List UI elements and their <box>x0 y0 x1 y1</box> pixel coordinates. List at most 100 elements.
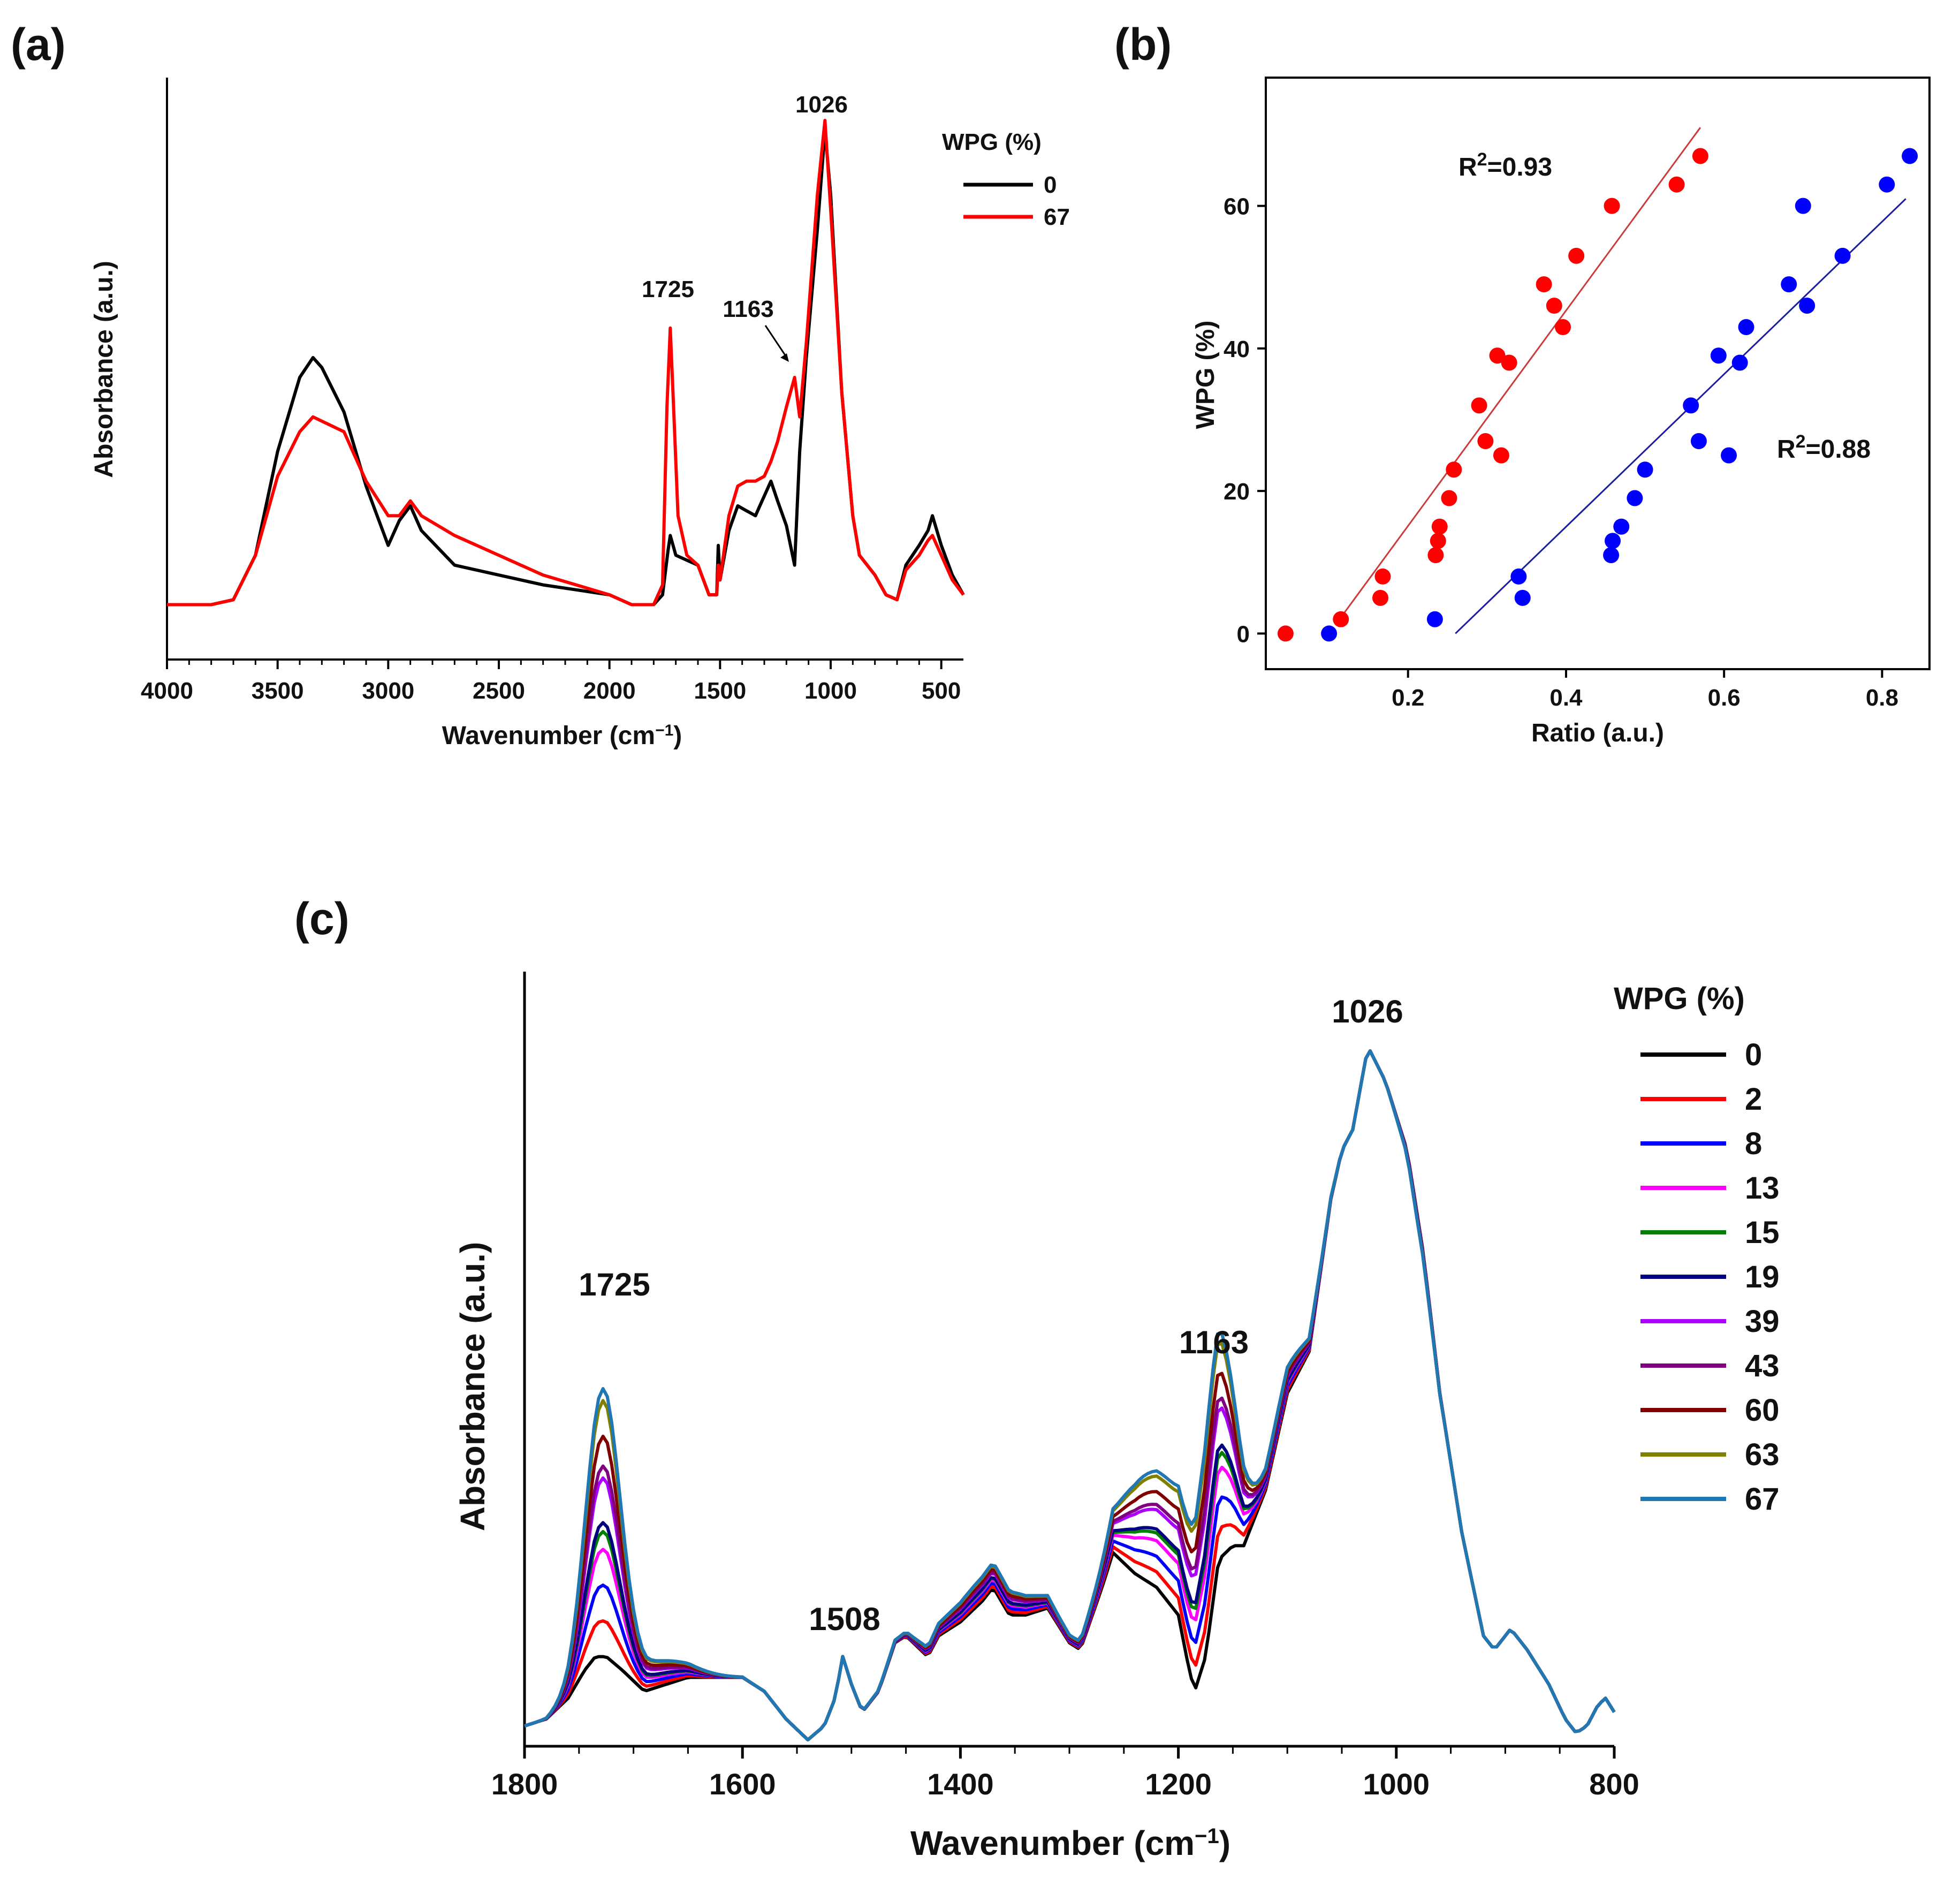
panel-a-series-line-67 <box>167 119 965 607</box>
panel-b-point-blue-20 <box>1902 148 1918 164</box>
panel-c-annotation-1508: 1508 <box>809 1601 880 1637</box>
panel-b-point-red-1 <box>1333 611 1349 627</box>
panel-c-legend: WPG (%) 0 2 8 13 15 19 39 43 60 63 67 <box>1614 981 1780 1517</box>
panel-c-x-tick-label-1400: 1400 <box>927 1767 994 1801</box>
panel-c-x-tick-label-1000: 1000 <box>1363 1767 1430 1801</box>
panel-c-y-label: Absorbance (a.u.) <box>453 1242 492 1532</box>
panel-b-fit-line-red <box>1336 127 1701 624</box>
panel-c-legend-label-15: 15 <box>1745 1215 1780 1250</box>
panel-a-x-ticks: 4000 3500 3000 2500 2000 1500 1000 500 <box>141 660 961 704</box>
panel-a-x-label-sup: −1 <box>655 722 673 739</box>
panel-b-point-blue-10 <box>1721 447 1737 464</box>
panel-b-point-blue-9 <box>1690 433 1707 449</box>
panel-c-legend-title: WPG (%) <box>1614 981 1745 1016</box>
panel-c-x-tick-label-1200: 1200 <box>1145 1767 1212 1801</box>
panel-b-r2-blue-value: =0.88 <box>1806 435 1871 464</box>
panel-c-legend-label-67: 67 <box>1745 1482 1780 1517</box>
panel-b-y-tick-label-0: 0 <box>1237 621 1250 647</box>
panel-b-point-red-13 <box>1501 354 1517 371</box>
panel-b-point-blue-11 <box>1683 397 1699 414</box>
panel-b-fit-line-blue <box>1455 198 1906 634</box>
panel-a-x-label-main: Wavenumber (cm <box>442 722 655 750</box>
panel-b-y-label: WPG (%) <box>1191 321 1220 429</box>
panel-c-legend-label-43: 43 <box>1745 1348 1780 1383</box>
panel-c-x-ticks: 1800 1600 1400 1200 1000 800 <box>491 1746 1639 1801</box>
panel-b-x-tick-label-0.6: 0.6 <box>1708 685 1741 711</box>
panel-b-point-red-7 <box>1441 490 1457 506</box>
panel-a-x-tick-label-1500: 1500 <box>694 678 746 704</box>
panel-b-point-blue-15 <box>1738 319 1754 335</box>
panel-b-point-red-0 <box>1277 625 1294 642</box>
panel-c-legend-label-19: 19 <box>1745 1260 1780 1294</box>
panel-b-calibration-scatter: (b) 0.2 0.4 0.6 0.8 0 20 40 60 WPG (%) Ratio (a… <box>1114 19 1931 747</box>
panel-b-point-blue-1 <box>1426 611 1443 627</box>
panel-b-point-red-11 <box>1471 397 1487 414</box>
panel-c-x-tick-label-1600: 1600 <box>709 1767 776 1801</box>
panel-a-x-tick-label-3500: 3500 <box>252 678 304 704</box>
panel-c-x-label-end: ) <box>1219 1824 1230 1862</box>
panel-c-legend-label-2: 2 <box>1745 1082 1762 1117</box>
panel-b-point-red-15 <box>1555 319 1571 335</box>
panel-a-series <box>167 119 965 607</box>
panel-c-legend-label-60: 60 <box>1745 1393 1780 1428</box>
panel-c-annotation-1026: 1026 <box>1332 994 1403 1029</box>
panel-b-point-red-12 <box>1489 347 1506 364</box>
panel-b-point-blue-5 <box>1605 533 1621 549</box>
panel-b-point-red-18 <box>1604 198 1620 214</box>
panel-b-point-red-17 <box>1568 247 1585 264</box>
panel-b-x-label: Ratio (a.u.) <box>1531 719 1664 747</box>
panel-b-x-tick-label-0.8: 0.8 <box>1866 685 1898 711</box>
panel-b-x-tick-label-0.2: 0.2 <box>1392 685 1424 711</box>
panel-b-points <box>1277 148 1918 642</box>
panel-b-point-red-9 <box>1477 433 1494 449</box>
panel-a-legend: WPG (%) 0 67 <box>942 129 1070 230</box>
panel-c-series-line-67 <box>524 1049 1616 1741</box>
panel-b-r2-red: R2=0.93 <box>1458 149 1552 181</box>
panel-a-x-label: Wavenumber (cm−1) <box>442 722 682 751</box>
panel-b-point-blue-12 <box>1710 347 1727 364</box>
panel-a-annotation-1026: 1026 <box>795 92 848 118</box>
panel-b-r2-blue: R2=0.88 <box>1777 431 1871 464</box>
panel-label-a: (a) <box>11 19 66 70</box>
panel-b-plot-frame <box>1265 77 1931 670</box>
panel-b-point-blue-2 <box>1514 589 1531 606</box>
panel-a-legend-title: WPG (%) <box>942 129 1042 155</box>
panel-c-legend-label-0: 0 <box>1745 1037 1762 1072</box>
panel-c-x-label: Wavenumber (cm−1) <box>910 1824 1230 1862</box>
panel-label-c: (c) <box>294 893 350 944</box>
panel-c-ftir-series: (c) 1800 1600 1400 1200 1000 800 Absorbance (… <box>294 893 1780 1862</box>
panel-b-point-red-19 <box>1668 176 1685 193</box>
panel-b-point-red-16 <box>1536 276 1552 293</box>
panel-c-legend-label-13: 13 <box>1745 1171 1780 1206</box>
panel-a-legend-label-0: 0 <box>1044 172 1057 198</box>
panel-c-annotation-1725: 1725 <box>579 1267 650 1302</box>
panel-b-point-red-2 <box>1372 589 1389 606</box>
panel-c-legend-label-8: 8 <box>1745 1126 1762 1161</box>
panel-a-x-tick-label-2500: 2500 <box>473 678 525 704</box>
panel-b-point-red-4 <box>1427 547 1444 563</box>
panel-b-point-blue-3 <box>1510 568 1527 585</box>
panel-a-x-tick-label-500: 500 <box>922 678 961 704</box>
panel-b-point-red-10 <box>1493 447 1509 464</box>
panel-a-annotation-1725: 1725 <box>642 276 694 302</box>
panel-b-point-red-6 <box>1431 518 1448 535</box>
panel-b-r2-red-sup: 2 <box>1477 149 1487 170</box>
panel-c-x-label-sup: −1 <box>1195 1824 1219 1848</box>
panel-b-ticks: 0.2 0.4 0.6 0.8 0 20 40 60 <box>1224 194 1898 711</box>
panel-b-point-blue-7 <box>1627 490 1643 506</box>
panel-c-legend-label-63: 63 <box>1745 1437 1780 1472</box>
panel-b-r2-red-label: R <box>1458 153 1477 181</box>
panel-a-annotation-1163: 1163 <box>723 296 773 322</box>
panel-b-point-red-3 <box>1374 568 1391 585</box>
panel-a-y-label: Absorbance (a.u.) <box>90 261 118 478</box>
panel-c-x-tick-label-800: 800 <box>1589 1767 1639 1801</box>
panel-b-point-red-5 <box>1430 533 1446 549</box>
panel-b-r2-red-value: =0.93 <box>1487 153 1552 181</box>
panel-b-point-blue-6 <box>1613 518 1630 535</box>
panel-c-x-label-main: Wavenumber (cm <box>910 1824 1195 1862</box>
panel-b-point-blue-8 <box>1637 461 1653 478</box>
panel-b-r2-blue-label: R <box>1777 435 1796 464</box>
panel-b-y-tick-label-40: 40 <box>1224 336 1250 362</box>
panel-b-fit-lines <box>1336 127 1906 634</box>
